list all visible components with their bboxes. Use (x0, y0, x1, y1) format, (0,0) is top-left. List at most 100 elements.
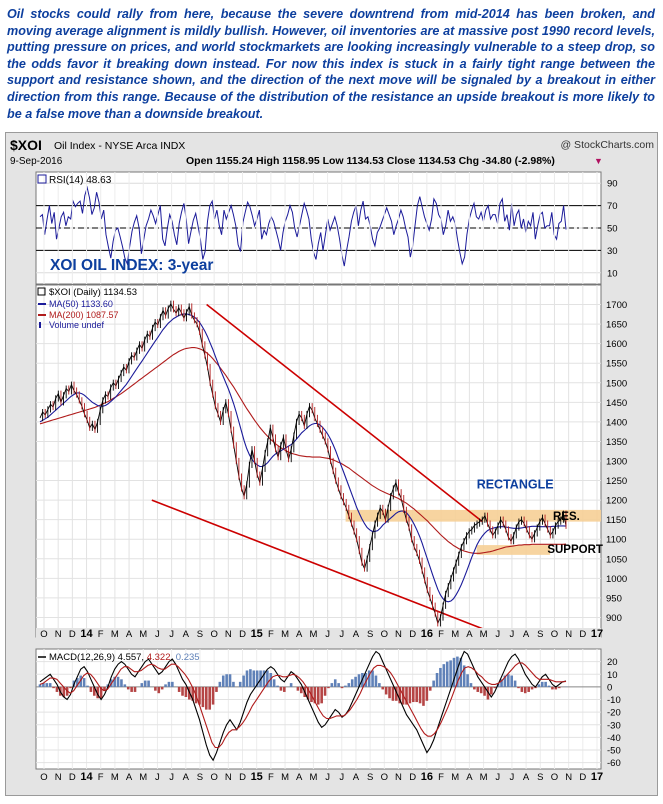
macd-histogram-bar (82, 678, 86, 687)
macd-histogram-bar (371, 670, 374, 687)
macd-tick-label: -10 (607, 695, 621, 706)
price-x-tick-label: D (239, 629, 246, 640)
price-tick-label: 1550 (606, 359, 627, 370)
macd-histogram-bar (381, 686, 385, 690)
macd-chart: -60-50 -40 -30-20 -10 010 20 (36, 649, 621, 769)
macd-x-tick-label: M (139, 772, 147, 783)
macd-histogram-bar (249, 669, 252, 687)
macd-histogram-bar (411, 686, 415, 703)
macd-histogram-bar (306, 686, 310, 700)
macd-histogram-bar (551, 686, 554, 690)
macd-histogram-bar (507, 674, 510, 687)
macd-histogram-bar (191, 686, 195, 701)
macd-histogram-bar (520, 686, 524, 692)
price-line (39, 302, 567, 625)
price-tick-label: 1100 (606, 535, 626, 546)
macd-histogram-bar (208, 686, 211, 710)
macd-x-tick-label: 17 (591, 771, 603, 783)
price-x-tick-label: 15 (251, 628, 263, 640)
macd-histogram-bar (517, 686, 520, 689)
price-tick-label: 1050 (606, 554, 627, 565)
macd-histogram-bar (490, 686, 493, 695)
price-x-tick-label: S (197, 629, 203, 640)
macd-histogram-bar (435, 673, 439, 687)
ma200-line (39, 347, 567, 554)
macd-histogram-bar (330, 683, 334, 687)
macd-histogram-bar (181, 686, 184, 696)
price-tick-label: 1300 (606, 457, 627, 468)
macd-histogram-bar (513, 680, 517, 687)
price-x-tick-label: A (466, 629, 473, 640)
rsi-chart: 10 30 50 70 90 (36, 172, 618, 284)
macd-label-text: MACD(12,26,9) (49, 652, 118, 663)
macd-histogram-bar (45, 683, 49, 687)
macd-histogram-bar (540, 681, 544, 687)
ma200-legend: MA(200) 1087.57 (49, 310, 119, 320)
macd-histogram-bar (269, 673, 273, 687)
price-legend-icon (37, 287, 46, 296)
macd-histogram-bar (384, 686, 388, 695)
macd-tick-label: -30 (607, 720, 621, 731)
macd-label: MACD(12,26,9) 4.557, 4.322, 0.235 (49, 652, 200, 663)
macd-histogram-bar (422, 686, 425, 706)
price-x-tick-label: D (579, 629, 586, 640)
macd-histogram-bar (503, 675, 507, 687)
macd-value: 4.557 (118, 652, 142, 663)
macd-histogram-bar (418, 686, 422, 704)
macd-signal-line (39, 662, 567, 749)
price-x-tick-label: A (126, 629, 133, 640)
x-axis: O N D 14 F M A M J J A S O N D 15 F M A M J J A S O N D 16 F M A M J J A S O… (36, 628, 603, 783)
price-tick-label: 1250 (606, 476, 627, 487)
price-x-tick-label: M (480, 629, 488, 640)
rectangle-annotation: RECTANGLE (477, 477, 554, 491)
macd-x-tick-label: A (183, 772, 190, 783)
macd-x-tick-label: J (169, 772, 174, 783)
price-x-tick-label: M (111, 629, 119, 640)
macd-histogram-bar (432, 680, 435, 687)
macd-histogram-bar (242, 675, 245, 687)
macd-histogram-bar (439, 667, 442, 687)
support-band (476, 545, 551, 555)
macd-histogram-bar (96, 686, 99, 699)
macd-x-tick-label: O (551, 772, 558, 783)
macd-x-tick-label: 14 (80, 771, 93, 783)
macd-x-tick-label: 15 (251, 771, 263, 783)
price-x-tick-label: J (169, 629, 174, 640)
macd-histogram-bar (201, 686, 205, 708)
macd-histogram-bar (473, 686, 476, 690)
macd-histogram-bar (357, 674, 361, 687)
price-x-tick-label: N (395, 629, 402, 640)
price-x-tick-label: M (451, 629, 459, 640)
macd-x-tick-label: A (523, 772, 530, 783)
price-x-tick-label: D (69, 629, 76, 640)
macd-histogram-bar (238, 681, 242, 687)
macd-histogram-bar (510, 675, 514, 687)
macd-x-tick-label: D (239, 772, 246, 783)
macd-histogram-bar (177, 686, 181, 692)
macd-histogram-bar (459, 657, 463, 687)
rsi-line (39, 185, 567, 267)
macd-x-tick-label: J (155, 772, 160, 783)
quote-line: Open 1155.24 High 1158.95 Low 1134.53 Cl… (186, 155, 555, 167)
macd-histogram-bar (130, 686, 133, 692)
macd-x-tick-label: N (395, 772, 402, 783)
macd-histogram-bar (327, 686, 330, 689)
macd-histogram-bar (76, 678, 79, 687)
macd-histogram-bar (89, 686, 93, 692)
downtrend-lower-line (151, 499, 505, 638)
price-x-tick-label: O (551, 629, 558, 640)
macd-x-tick-label: J (510, 772, 515, 783)
macd-histogram-bar (116, 676, 120, 687)
ma50-line (39, 313, 567, 603)
macd-x-tick-label: A (126, 772, 133, 783)
macd-histogram-bar (42, 683, 45, 687)
price-x-tick-label: M (309, 629, 317, 640)
volume-legend-icon (39, 322, 41, 328)
rsi-tick-label: 70 (607, 201, 618, 212)
macd-x-tick-label: M (451, 772, 459, 783)
macd-histogram-bar (449, 660, 452, 687)
macd-histogram-bar (184, 686, 188, 697)
macd-x-tick-label: F (268, 772, 274, 783)
resistance-annotation: RES. (553, 511, 580, 523)
macd-histogram-bar (316, 686, 320, 705)
